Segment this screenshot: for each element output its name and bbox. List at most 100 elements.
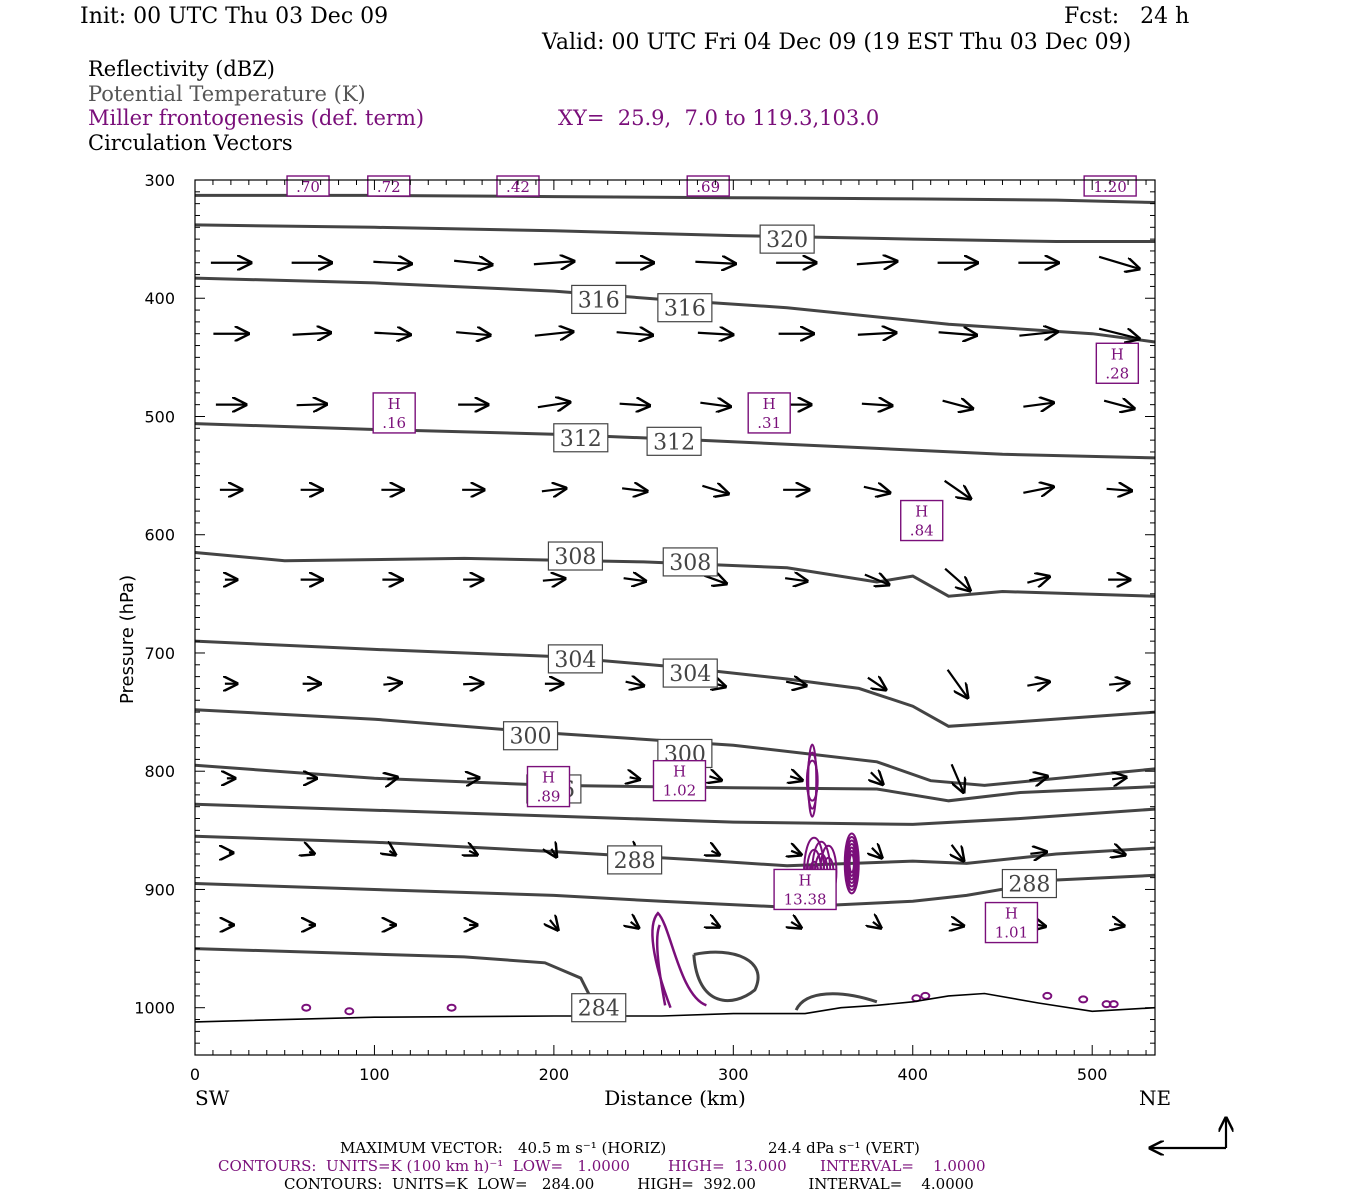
x-tick-label: 0 <box>190 1065 200 1084</box>
circulation-vector <box>946 669 968 698</box>
x-tick-label: 500 <box>1077 1065 1108 1084</box>
circulation-vector <box>784 578 807 581</box>
theta-label: 316 <box>664 297 706 322</box>
theta-label-box <box>657 293 713 323</box>
top-edge-value: .42 <box>506 178 530 196</box>
x-tick-label: 300 <box>718 1065 749 1084</box>
circulation-vector <box>542 579 565 581</box>
theta-contour <box>194 276 1156 344</box>
circulation-vector <box>534 332 573 336</box>
theta-contour <box>194 551 1156 598</box>
frontogenesis-blob <box>1108 1000 1119 1009</box>
fronto-max-h: H <box>673 763 686 781</box>
theta-label-box <box>1001 868 1057 899</box>
frontogenesis-contour <box>651 911 707 1009</box>
y-tick-label: 900 <box>144 880 175 899</box>
contour-labels: 3203163163123123083083043043003002962882… <box>286 175 1140 1023</box>
theta-label: 288 <box>614 849 656 874</box>
circulation-vector <box>873 922 881 928</box>
terrain-line <box>194 992 1156 1023</box>
circulation-vector <box>702 486 728 494</box>
circulation-vector <box>619 404 650 406</box>
top-edge-box <box>1083 175 1137 197</box>
fronto-max-h: H <box>542 769 555 787</box>
theta-label-box <box>571 284 627 315</box>
circulation-vector <box>1019 332 1057 336</box>
circulation-vector <box>537 402 570 407</box>
fronto-max-value: .31 <box>757 414 781 432</box>
theta-contour-fragment <box>794 992 878 1011</box>
theta-label-box <box>502 721 559 751</box>
cross-section-endpoints: XY= 25.9, 7.0 to 119.3,103.0 <box>558 106 880 130</box>
theta-label-box <box>553 423 609 453</box>
fronto-max-box <box>773 868 837 911</box>
y-tick-label: 1000 <box>134 999 175 1018</box>
init-time: Init: 00 UTC Thu 03 Dec 09 <box>80 4 389 29</box>
theta-label: 300 <box>510 725 552 750</box>
circulation-vector <box>625 682 644 686</box>
theta-label: 312 <box>560 427 602 452</box>
circulation-vector <box>623 578 646 581</box>
circulation-vector <box>1112 777 1126 779</box>
circulation-vector <box>1027 682 1049 686</box>
theta-label-box <box>662 547 718 577</box>
fronto-max-h: H <box>915 503 928 521</box>
footer-contours-frontogenesis: CONTOURS: UNITS=K (100 km h)⁻¹ LOW= 1.00… <box>218 1157 986 1175</box>
circulation-vector <box>867 678 886 690</box>
valid-time: Valid: 00 UTC Fri 04 Dec 09 (19 EST Thu … <box>542 30 1132 55</box>
legend-potential-temperature: Potential Temperature (K) <box>88 82 366 106</box>
circulation-vector <box>296 404 327 405</box>
terrain-line <box>194 992 1156 1023</box>
circulation-vector <box>389 851 395 855</box>
theta-contour <box>194 223 1155 243</box>
top-edge-box <box>367 175 411 197</box>
circulation-vector <box>1098 327 1139 339</box>
circulation-vector <box>621 488 647 491</box>
forecast-hour: Fcst: 24 h <box>1064 4 1190 29</box>
fronto-max-h: H <box>763 395 776 413</box>
circulation-vector <box>1029 776 1047 780</box>
circulation-vector <box>695 262 735 264</box>
circulation-vector <box>373 262 411 264</box>
theta-contour <box>194 763 1156 803</box>
reference-vector <box>1150 1118 1226 1148</box>
frontogenesis-blob <box>1078 995 1089 1004</box>
circulation-vector <box>864 575 889 585</box>
max-vector-horiz: 40.5 m s⁻¹ (HORIZ) <box>518 1139 667 1157</box>
circulation-vector <box>700 403 730 407</box>
fronto-max-value: .89 <box>537 788 561 806</box>
top-edge-box <box>496 175 540 197</box>
fronto-max-value: .84 <box>910 522 934 540</box>
fronto-max-value: .28 <box>1105 364 1129 382</box>
x-axis-label: Distance (km) <box>604 1086 746 1110</box>
theta-label-box <box>662 658 718 688</box>
theta-contour <box>194 802 1156 826</box>
theta-label-box <box>547 644 604 674</box>
circulation-vector <box>1109 683 1129 685</box>
theta-label-box <box>607 845 663 875</box>
circulation-vector <box>469 851 477 855</box>
circulation-vector <box>550 920 558 930</box>
circulation-vector <box>950 763 964 792</box>
theta-label: 304 <box>669 662 711 687</box>
circulation-vector <box>541 488 566 491</box>
legend-reflectivity: Reflectivity (dBZ) <box>88 57 276 81</box>
circulation-vector <box>387 777 397 779</box>
circulation-vector <box>454 261 492 265</box>
y-tick-label: 800 <box>144 762 175 781</box>
x-tick-label: 100 <box>359 1065 390 1084</box>
ne-endpoint-label: NE <box>1139 1086 1171 1110</box>
circulation-vector <box>1106 489 1132 491</box>
y-tick-label: 300 <box>144 171 175 190</box>
theta-contour <box>195 193 1156 204</box>
top-edge-box <box>286 175 330 197</box>
circulation-vector <box>871 772 883 784</box>
fronto-max-box <box>747 392 791 434</box>
circulation-vector <box>467 778 479 779</box>
theta-label: 284 <box>578 997 620 1022</box>
fronto-max-h: H <box>799 871 812 889</box>
top-edge-value: .70 <box>296 178 320 196</box>
circulation-vector <box>697 333 733 335</box>
fronto-max-box <box>1095 342 1140 384</box>
max-vector-label: MAXIMUM VECTOR: <box>340 1139 503 1157</box>
